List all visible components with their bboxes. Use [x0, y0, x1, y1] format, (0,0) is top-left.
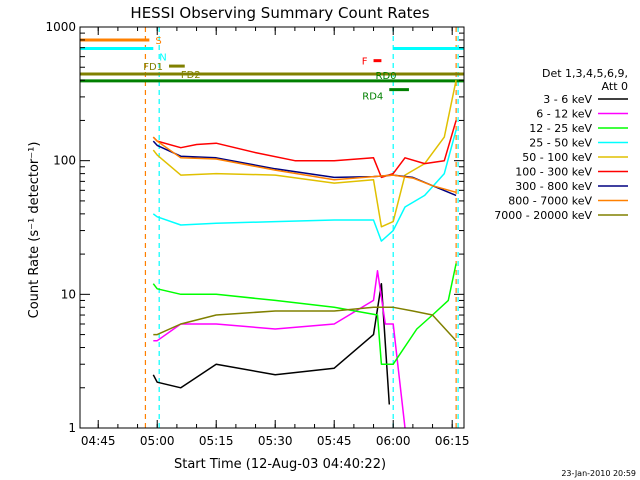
x-axis-label: Start Time (12-Aug-03 04:40:22): [174, 457, 386, 472]
legend-label-8: 7000 - 20000 keV: [494, 209, 592, 222]
flag-label-0: S: [155, 36, 161, 47]
legend: Det 1,3,4,5,6,9,Att 0 3 - 6 keV 6 - 12 keV…: [494, 67, 628, 222]
plot-area: SN F FD1 FD2 RD0 RD4 04:45 05:00 05:15 05:30 05:45…: [45, 20, 469, 448]
series-line-0: [152, 282, 391, 405]
series-line-2: [152, 263, 457, 365]
x-tick-label-3: 05:30: [258, 434, 293, 448]
flag-label-5: FD2: [181, 70, 201, 81]
chart-title: HESSI Observing Summary Count Rates: [130, 4, 429, 22]
series-line-7: [152, 136, 457, 194]
series-line-8: [153, 306, 457, 342]
series-line-6: [152, 140, 457, 197]
series-line-1: [153, 270, 406, 428]
series-line-5: [152, 120, 457, 179]
x-tick-label-5: 06:00: [376, 434, 411, 448]
legend-label-3: 25 - 50 keV: [529, 137, 592, 150]
legend-label-4: 50 - 100 keV: [522, 151, 592, 164]
y-tick-label-3: 1000: [45, 20, 76, 34]
legend-label-2: 12 - 25 keV: [529, 122, 592, 135]
legend-label-6: 300 - 800 keV: [515, 180, 592, 193]
legend-label-5: 100 - 300 keV: [515, 166, 592, 179]
series-line-4: [152, 80, 457, 228]
x-tick-label-6: 06:15: [435, 434, 470, 448]
y-tick-label-0: 1: [68, 421, 76, 435]
series-group: [152, 80, 457, 428]
x-tick-label-4: 05:45: [317, 434, 352, 448]
x-tick-label-0: 04:45: [81, 434, 116, 448]
flag-label-4: FD1: [143, 62, 163, 73]
flag-label-1: N: [159, 53, 166, 64]
legend-label-0: 3 - 6 keV: [543, 93, 592, 106]
y-axis-label: Count Rate (s⁻¹ detector⁻¹): [27, 142, 42, 319]
legend-label-7: 800 - 7000 keV: [508, 195, 592, 208]
flag-label-6: RD0: [376, 71, 397, 82]
legend-label-1: 6 - 12 keV: [536, 108, 592, 121]
legend-title-0: Det 1,3,4,5,6,9,: [542, 67, 628, 80]
x-tick-label-1: 05:00: [140, 434, 175, 448]
legend-title-1: Att 0: [602, 80, 628, 93]
footer-date: 23-Jan-2010 20:59: [561, 469, 636, 478]
plot-frame: [79, 26, 465, 429]
series-line-3: [152, 129, 457, 242]
y-tick-label-2: 100: [53, 154, 76, 168]
x-tick-label-2: 05:15: [199, 434, 234, 448]
flag-label-7: RD4: [362, 92, 383, 103]
y-tick-label-1: 10: [61, 287, 76, 301]
flag-label-3: F: [362, 57, 368, 68]
